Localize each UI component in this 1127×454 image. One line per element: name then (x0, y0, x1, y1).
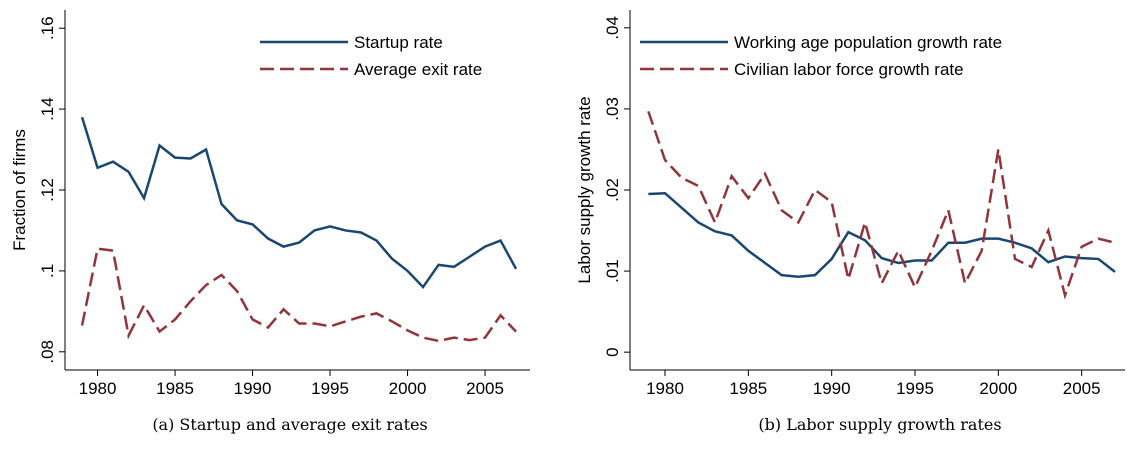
legend-label: Average exit rate (354, 60, 482, 79)
y-tick-label: .1 (38, 264, 57, 278)
series-line (648, 191, 1116, 279)
series-line (80, 116, 518, 290)
y-tick-label: .04 (603, 16, 622, 40)
x-tick-label: 2000 (979, 379, 1017, 398)
x-tick-label: 1995 (896, 379, 934, 398)
legend-label: Working age population growth rate (734, 33, 1002, 52)
x-tick-label: 1980 (79, 379, 117, 398)
caption: (b) Labor supply growth rates (758, 415, 1001, 434)
y-tick-label: .14 (38, 97, 57, 121)
y-tick-label: .08 (38, 340, 57, 364)
y-tick-label: 0 (603, 347, 622, 356)
y-tick-label: .03 (603, 97, 622, 121)
y-axis-label: Labor supply growth rate (575, 96, 594, 283)
series-line (647, 110, 1116, 300)
x-tick-label: 1990 (234, 379, 272, 398)
x-tick-label: 1980 (646, 379, 684, 398)
x-tick-label: 2005 (466, 379, 504, 398)
y-tick-label: .16 (38, 16, 57, 40)
series-line (80, 247, 517, 343)
x-tick-label: 2000 (389, 379, 427, 398)
y-tick-label: .01 (603, 259, 622, 283)
x-tick-label: 1995 (311, 379, 349, 398)
chart: .08 .1 .12 .14 .16 1980 1985 1990 1995 2000 2005 Fr… (10, 10, 530, 434)
legend-label: Startup rate (354, 33, 443, 52)
y-axis-label: Fraction of firms (10, 129, 29, 251)
chart: 0 .01 .02 .03 .04 1980 1985 1990 1995 2000 2005 Lab… (575, 10, 1125, 434)
legend-label: Civilian labor force growth rate (734, 60, 964, 79)
y-tick-label: .12 (38, 178, 57, 202)
x-tick-label: 1985 (729, 379, 767, 398)
caption: (a) Startup and average exit rates (152, 415, 427, 434)
y-tick-label: .02 (603, 178, 622, 202)
x-tick-label: 1990 (813, 379, 851, 398)
x-tick-label: 1985 (156, 379, 194, 398)
x-tick-label: 2005 (1063, 379, 1101, 398)
